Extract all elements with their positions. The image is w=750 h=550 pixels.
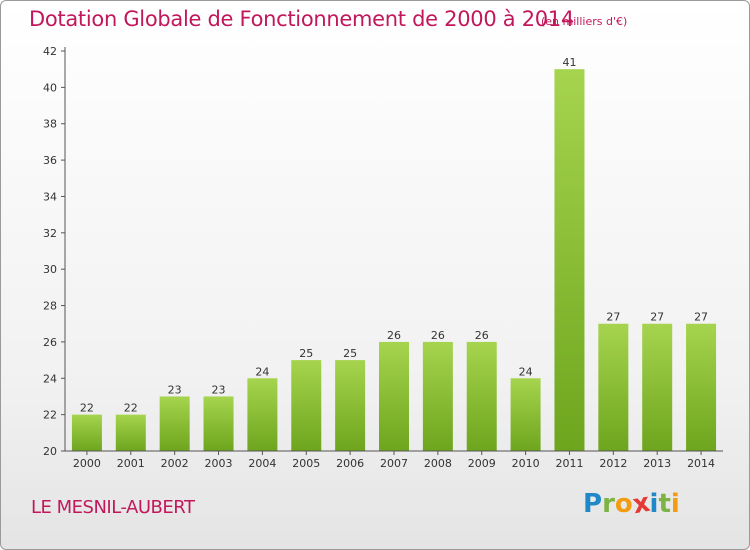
bar-2011 (554, 69, 585, 451)
bar-2007 (379, 341, 409, 451)
value-label-2011: 41 (562, 56, 576, 69)
bar-2013 (642, 323, 673, 451)
bars-layer: 22 22 23 23 24 25 25 26 26 26 24 41 27 27 27 (71, 56, 717, 451)
logo-letter: i (670, 489, 680, 519)
value-label-2008: 26 (431, 329, 445, 342)
value-label-2005: 25 (299, 347, 313, 360)
y-tick-label: 34 (43, 190, 57, 203)
bar-2005 (291, 360, 322, 451)
y-tick-label: 30 (43, 263, 57, 276)
x-tick-label-2006: 2006 (336, 457, 364, 470)
x-tick-label-2001: 2001 (117, 457, 145, 470)
x-tick-label-2012: 2012 (599, 457, 627, 470)
x-tick-label-2003: 2003 (205, 457, 233, 470)
bar-2003 (203, 396, 234, 451)
value-label-2012: 27 (606, 311, 620, 324)
axes-layer: 20 22 24 26 28 30 32 34 36 38 40 42 2000 2001 2002 2003… (43, 45, 723, 470)
chart-subtitle: (en milliers d'€) (541, 15, 628, 28)
y-tick-label: 40 (43, 81, 57, 94)
y-tick-label: 22 (43, 409, 57, 422)
value-label-2009: 26 (475, 329, 489, 342)
x-tick-label-2002: 2002 (161, 457, 189, 470)
logo-letter: i (649, 489, 659, 519)
value-label-2002: 23 (168, 383, 182, 396)
bar-2014 (686, 323, 717, 451)
bar-2010 (510, 378, 541, 451)
bar-2006 (335, 360, 366, 451)
value-label-2006: 25 (343, 347, 357, 360)
bar-2009 (466, 341, 497, 451)
bar-2008 (422, 341, 453, 451)
x-tick-label-2008: 2008 (424, 457, 452, 470)
y-tick-label: 38 (43, 118, 57, 131)
y-tick-label: 20 (43, 445, 57, 458)
value-label-2003: 23 (212, 383, 226, 396)
logo-letter: t (658, 489, 671, 519)
y-tick-label: 32 (43, 227, 57, 240)
x-tick-label-2005: 2005 (292, 457, 320, 470)
bar-2002 (159, 396, 190, 451)
x-tick-label-2004: 2004 (248, 457, 276, 470)
value-label-2010: 24 (519, 365, 533, 378)
x-tick-label-2000: 2000 (73, 457, 101, 470)
value-label-2014: 27 (694, 311, 708, 324)
y-tick-label: 42 (43, 45, 57, 58)
x-tick-label-2007: 2007 (380, 457, 408, 470)
x-tick-label-2013: 2013 (643, 457, 671, 470)
y-tick-label: 24 (43, 372, 57, 385)
proxiti-logo: Proxiti (583, 488, 680, 520)
bar-2012 (598, 323, 629, 451)
y-tick-label: 28 (43, 300, 57, 313)
bar-2001 (115, 414, 146, 451)
x-tick-label-2010: 2010 (512, 457, 540, 470)
x-tick-label-2011: 2011 (555, 457, 583, 470)
value-label-2013: 27 (650, 311, 664, 324)
y-tick-label: 26 (43, 336, 57, 349)
commune-name: LE MESNIL-AUBERT (31, 497, 195, 518)
x-tick-label-2009: 2009 (468, 457, 496, 470)
value-label-2007: 26 (387, 329, 401, 342)
bar-2000 (71, 414, 102, 451)
value-label-2001: 22 (124, 402, 138, 415)
chart-title: Dotation Globale de Fonctionnement de 20… (29, 7, 574, 31)
x-tick-label-2014: 2014 (687, 457, 715, 470)
bar-2004 (247, 378, 278, 451)
value-label-2004: 24 (255, 365, 269, 378)
logo-letter: P (583, 489, 603, 519)
y-tick-label: 36 (43, 154, 57, 167)
logo-letter: o (614, 489, 633, 519)
value-label-2000: 22 (80, 402, 94, 415)
logo-letter: r (602, 489, 615, 519)
